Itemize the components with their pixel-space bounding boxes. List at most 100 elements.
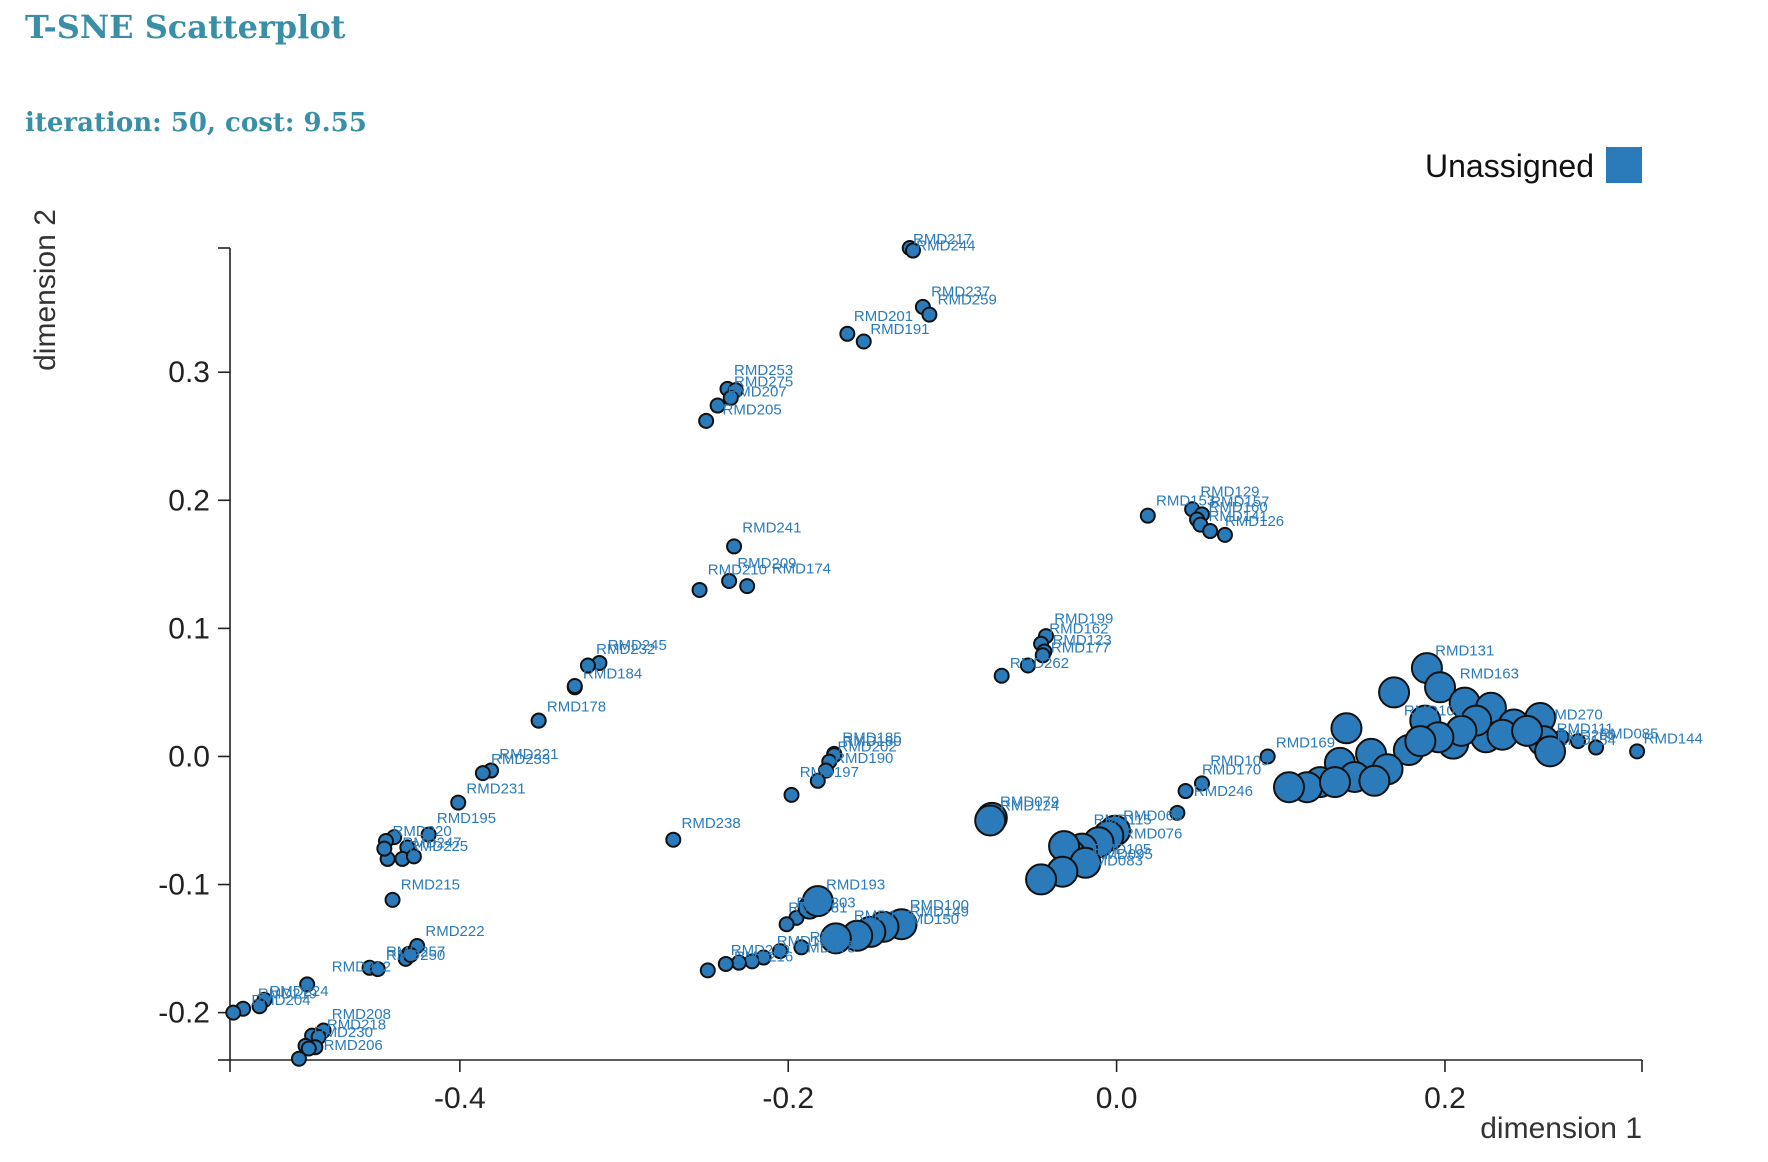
data-point[interactable]	[1273, 771, 1305, 804]
point-label: RMD217	[913, 231, 972, 248]
data-point[interactable]	[698, 412, 715, 429]
data-point[interactable]	[369, 961, 386, 978]
data-point[interactable]	[566, 678, 583, 695]
y-tick: 0.0	[168, 740, 230, 773]
data-point[interactable]	[1019, 657, 1036, 674]
point-label: RMD212	[332, 959, 391, 976]
data-point[interactable]	[402, 946, 419, 963]
data-point[interactable]	[772, 943, 789, 960]
data-point[interactable]	[717, 955, 734, 972]
point-label: RMD220	[393, 823, 452, 840]
data-point[interactable]	[1318, 766, 1351, 799]
point-label: RMD181	[788, 900, 847, 917]
data-point[interactable]	[1588, 739, 1605, 756]
data-point[interactable]	[384, 891, 401, 908]
data-point[interactable]	[1358, 764, 1391, 797]
data-point[interactable]	[1569, 733, 1586, 750]
data-point[interactable]	[778, 916, 795, 933]
data-point[interactable]	[290, 1050, 307, 1067]
point-label: RMD177	[1051, 640, 1110, 657]
data-point[interactable]	[579, 657, 596, 674]
point-label: RMD253	[734, 362, 793, 379]
data-point[interactable]	[691, 581, 708, 598]
data-point[interactable]	[1169, 804, 1186, 821]
point-label: RMD208	[332, 1006, 391, 1023]
data-point[interactable]	[251, 998, 268, 1015]
data-point[interactable]	[299, 976, 316, 993]
data-point[interactable]	[300, 1040, 317, 1057]
point-label: RMD199	[1054, 610, 1113, 627]
data-point[interactable]	[1404, 725, 1437, 758]
y-tick: 0.3	[168, 356, 230, 389]
y-axis-label: dimension 2	[29, 209, 62, 371]
data-point[interactable]	[420, 826, 437, 843]
data-point[interactable]	[783, 786, 800, 803]
legend: Unassigned	[1425, 147, 1642, 184]
point-label: RMD201	[854, 308, 913, 325]
data-point[interactable]	[1511, 714, 1544, 747]
data-point[interactable]	[793, 939, 810, 956]
data-point[interactable]	[721, 572, 738, 589]
point-label: RMD198	[810, 929, 869, 946]
data-point[interactable]	[722, 389, 739, 406]
data-point[interactable]	[819, 922, 852, 955]
point-label: RMD095	[1094, 846, 1153, 863]
point-label: RMD124	[1000, 797, 1059, 814]
data-point[interactable]	[376, 840, 393, 857]
data-point[interactable]	[974, 804, 1007, 837]
data-point[interactable]	[530, 712, 547, 729]
data-point[interactable]	[665, 831, 682, 848]
data-point[interactable]	[405, 848, 422, 865]
point-label: RMD144	[1644, 731, 1703, 748]
data-point[interactable]	[801, 885, 834, 918]
data-point[interactable]	[1330, 712, 1363, 745]
point-label: RMD230	[314, 1024, 373, 1041]
data-point[interactable]	[1139, 507, 1156, 524]
data-point[interactable]	[1034, 647, 1051, 664]
point-label: RMD111	[1557, 720, 1614, 737]
point-label: RMD244	[916, 238, 975, 255]
data-point[interactable]	[1534, 735, 1567, 768]
y-tick-label: 0.2	[168, 484, 210, 517]
y-tick: 0.1	[168, 612, 230, 645]
data-point[interactable]	[1025, 863, 1058, 896]
x-tick-label: 0.0	[1096, 1082, 1138, 1115]
data-point[interactable]	[474, 765, 491, 782]
data-point[interactable]	[855, 333, 872, 350]
x-tick: -0.4	[434, 1060, 486, 1115]
data-point[interactable]	[450, 794, 467, 811]
data-point[interactable]	[709, 397, 726, 414]
data-point[interactable]	[921, 306, 938, 323]
x-tick: 0.2	[1424, 1060, 1466, 1115]
data-point[interactable]	[739, 578, 756, 595]
data-point[interactable]	[839, 325, 856, 342]
data-point[interactable]	[1629, 743, 1646, 760]
data-point[interactable]	[1177, 783, 1194, 800]
data-point[interactable]	[905, 242, 922, 259]
data-point[interactable]	[1193, 775, 1210, 792]
data-point[interactable]	[726, 538, 743, 555]
y-tick-label: 0.3	[168, 356, 210, 389]
point-label: RMD237	[931, 284, 990, 301]
data-point[interactable]	[1259, 748, 1276, 765]
data-point[interactable]	[993, 667, 1010, 684]
point-label: RMD123	[1053, 632, 1112, 649]
point-label: RMD153	[1156, 492, 1215, 509]
data-point[interactable]	[1378, 676, 1411, 709]
point-label: RMD232	[596, 641, 655, 658]
x-tick-label: -0.4	[434, 1082, 486, 1115]
data-point[interactable]	[1202, 523, 1219, 540]
data-point[interactable]	[1216, 526, 1233, 543]
point-label: RMD219	[258, 986, 317, 1003]
point-label: RMD238	[682, 815, 741, 832]
point-label: RMD224	[269, 983, 328, 1000]
point-label: RMD275	[734, 373, 793, 390]
point-label: RMD221	[499, 746, 558, 763]
point-label: RMD241	[742, 519, 801, 536]
data-point[interactable]	[809, 772, 826, 789]
data-point[interactable]	[699, 962, 716, 979]
data-point[interactable]	[225, 1004, 242, 1021]
data-point[interactable]	[1424, 671, 1457, 704]
data-point[interactable]	[817, 762, 834, 779]
point-label: RMD154	[1557, 732, 1616, 749]
